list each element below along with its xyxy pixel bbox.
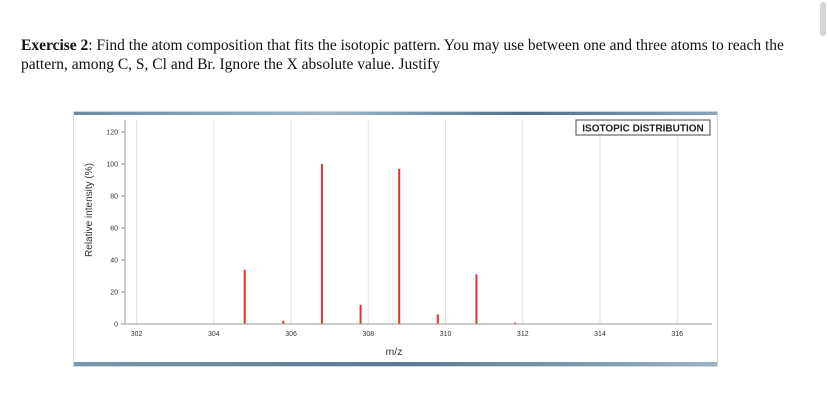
x-tick-label: 302: [131, 331, 143, 338]
y-tick-label: 100: [106, 162, 118, 169]
isotope-peak-bar: [398, 168, 401, 324]
isotope-peak-bar: [514, 322, 517, 324]
y-tick-label: 60: [110, 226, 118, 233]
chart-bottom-band: [74, 362, 717, 366]
exercise-text: : Find the atom composition that fits th…: [21, 37, 784, 73]
scrollbar-thumb[interactable]: [820, 2, 826, 36]
x-tick-label: 308: [362, 331, 374, 338]
x-tick-label: 312: [517, 331, 529, 338]
isotope-peak-bar: [359, 304, 362, 324]
x-tick-label: 314: [594, 331, 606, 338]
y-tick-label: 0: [114, 322, 118, 329]
axis-layer: 302 304 306 308 310 312 314 316 0 20 40 60 80 100 120: [106, 120, 712, 338]
chart-title-box: [575, 119, 711, 136]
y-tick-label: 80: [110, 194, 118, 201]
grid-layer: [136, 120, 678, 324]
isotope-peak-bar: [475, 274, 478, 324]
y-tick-label: 20: [110, 290, 118, 297]
y-tick-label: 40: [110, 258, 118, 265]
isotope-peak-bar: [282, 320, 285, 324]
chart-title: ISOTOPIC DISTRIBUTION: [582, 124, 704, 135]
isotope-peak-bar: [320, 164, 323, 324]
x-axis-label: m/z: [386, 346, 403, 358]
x-tick-label: 310: [440, 331, 452, 338]
y-axis-label: Relative intensity (%): [84, 163, 95, 257]
y-tick-label: 120: [106, 130, 118, 137]
exercise-statement: Exercise 2: Find the atom composition th…: [21, 36, 801, 74]
exercise-label: Exercise 2: [21, 37, 89, 54]
chart-svg: 302 304 306 308 310 312 314 316020406080100120 …: [84, 119, 712, 358]
x-tick-label: 304: [208, 331, 220, 338]
chart-top-band: [74, 112, 717, 115]
isotopic-distribution-chart: 302 304 306 308 310 312 314 316 0 20 40 60 80 100 120 …: [73, 111, 718, 367]
x-tick-label: 316: [671, 331, 683, 338]
x-tick-label: 306: [285, 331, 297, 338]
bar-layer: [135, 164, 517, 325]
isotope-peak-bar: [243, 269, 246, 324]
isotope-peak-bar: [436, 314, 439, 324]
